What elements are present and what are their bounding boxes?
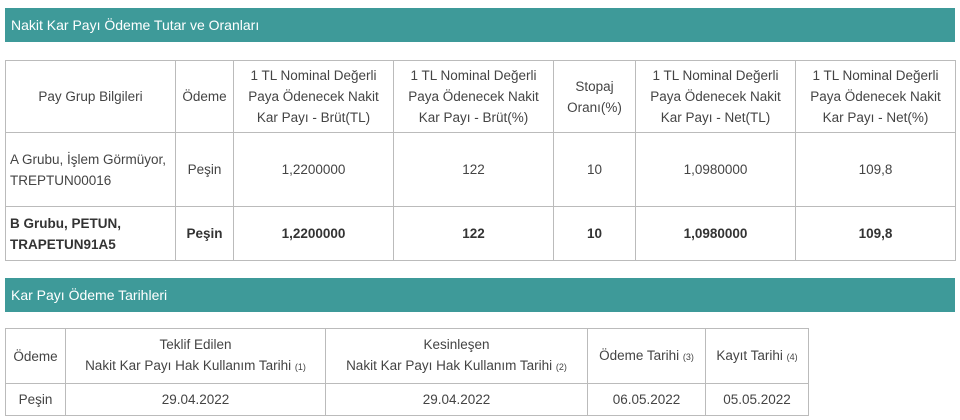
cell: 122: [393, 206, 554, 261]
table-row: Peşin 29.04.2022 29.04.2022 06.05.2022 0…: [5, 383, 809, 416]
cell: 05.05.2022: [705, 383, 809, 416]
cell: A Grubu, İşlem Görmüyor, TREPTUN00016: [5, 132, 176, 207]
col-header: 1 TL Nominal Değerli Paya Ödenecek Nakit…: [393, 60, 554, 133]
cell: 06.05.2022: [587, 383, 706, 416]
col-header: Pay Grup Bilgileri: [5, 60, 176, 133]
cell: 1,0980000: [635, 206, 796, 261]
cell: 109,8: [795, 132, 956, 207]
table-row: B Grubu, PETUN, TRAPETUN91A5 Peşin 1,220…: [5, 206, 956, 261]
cell: 1,2200000: [233, 206, 394, 261]
dividend-amounts-table: Pay Grup Bilgileri Ödeme 1 TL Nominal De…: [5, 60, 956, 261]
col-header: Ödeme: [5, 328, 66, 384]
col-header: Kesinleşen Nakit Kar Payı Hak Kullanım Ta…: [325, 328, 588, 384]
section-header-payment-dates: Kar Payı Ödeme Tarihleri: [5, 278, 955, 312]
col-header: 1 TL Nominal Değerli Paya Ödenecek Nakit…: [635, 60, 796, 133]
cell: 29.04.2022: [325, 383, 588, 416]
col-header: Ödeme Tarihi (3): [587, 328, 706, 384]
cell: 10: [553, 132, 636, 207]
col-header: Teklif Edilen Nakit Kar Payı Hak Kullanım…: [65, 328, 326, 384]
col-header: Kayıt Tarihi (4): [705, 328, 809, 384]
cell: 122: [393, 132, 554, 207]
section-header-dividend-amounts: Nakit Kar Payı Ödeme Tutar ve Oranları: [5, 8, 955, 42]
col-header: Ödeme: [175, 60, 234, 133]
col-header: 1 TL Nominal Değerli Paya Ödenecek Nakit…: [233, 60, 394, 133]
cell: 1,0980000: [635, 132, 796, 207]
payment-dates-table: Ödeme Teklif Edilen Nakit Kar Payı Hak Ku…: [5, 328, 809, 416]
table-header-row: Ödeme Teklif Edilen Nakit Kar Payı Hak Ku…: [5, 328, 809, 384]
col-header: 1 TL Nominal Değerli Paya Ödenecek Nakit…: [795, 60, 956, 133]
cell: Peşin: [5, 383, 66, 416]
col-header: Stopaj Oranı(%): [553, 60, 636, 133]
cell: Peşin: [175, 206, 234, 261]
cell: Peşin: [175, 132, 234, 207]
cell: 109,8: [795, 206, 956, 261]
table-header-row: Pay Grup Bilgileri Ödeme 1 TL Nominal De…: [5, 60, 956, 133]
cell: 29.04.2022: [65, 383, 326, 416]
table-row: A Grubu, İşlem Görmüyor, TREPTUN00016 Pe…: [5, 132, 956, 207]
cell: B Grubu, PETUN, TRAPETUN91A5: [5, 206, 176, 261]
cell: 10: [553, 206, 636, 261]
cell: 1,2200000: [233, 132, 394, 207]
